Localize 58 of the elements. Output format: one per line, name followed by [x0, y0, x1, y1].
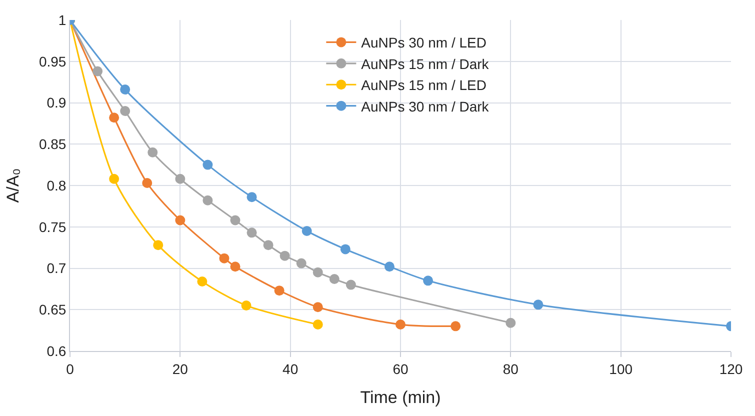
x-tick-label: 0 [66, 360, 74, 377]
point [230, 262, 240, 272]
y-tick-label: 0.65 [38, 302, 66, 318]
point [109, 174, 120, 184]
x-tick-label: 100 [609, 360, 633, 377]
point [230, 215, 240, 226]
legend-label: AuNPs 15 nm / LED [361, 77, 486, 94]
point [92, 66, 103, 76]
point [153, 240, 164, 250]
point [296, 258, 306, 268]
legend-label: AuNPs 15 nm / Dark [361, 56, 490, 72]
point [329, 274, 340, 284]
point [384, 262, 394, 272]
point [175, 215, 186, 226]
y-tick-label: 0.95 [38, 53, 66, 70]
point [175, 174, 186, 184]
x-tick-label: 40 [282, 360, 298, 377]
point [120, 84, 130, 95]
point [312, 267, 323, 278]
y-tick-label: 0.85 [38, 136, 66, 152]
point [312, 302, 323, 312]
point [423, 276, 434, 286]
x-tick-label: 60 [392, 360, 408, 377]
y-tick-label: 0.8 [46, 177, 66, 194]
point [280, 250, 290, 261]
y-tick-label: 0.75 [38, 218, 66, 235]
y-tick-label: 1 [58, 12, 66, 28]
x-tick-label: 80 [502, 360, 519, 377]
point [246, 228, 257, 238]
point [450, 321, 461, 332]
point [202, 160, 213, 170]
point [346, 280, 356, 290]
y-tick-label: 0.7 [46, 260, 66, 276]
point [219, 253, 230, 264]
x-axis-title: Time (min) [360, 388, 441, 408]
point [202, 195, 213, 206]
point [142, 178, 152, 188]
point [340, 244, 350, 254]
point [148, 147, 158, 158]
point [109, 112, 120, 123]
point [533, 300, 544, 310]
x-tick-label: 20 [172, 360, 188, 377]
y-axis-title: A/A₀ [4, 168, 22, 203]
point [120, 106, 130, 116]
point [302, 226, 312, 236]
point [246, 192, 257, 202]
legend-label: AuNPs 30 nm / Dark [361, 98, 490, 114]
point [197, 276, 208, 286]
point [396, 320, 406, 330]
point [263, 240, 274, 250]
point [506, 318, 516, 328]
y-tick-label: 0.6 [46, 342, 66, 359]
x-tick-label: 120 [719, 360, 743, 377]
y-tick-label: 0.9 [46, 94, 66, 111]
point [274, 286, 284, 296]
point [312, 320, 323, 330]
point [241, 300, 252, 310]
legend-label: AuNPs 30 nm / LED [361, 34, 486, 51]
